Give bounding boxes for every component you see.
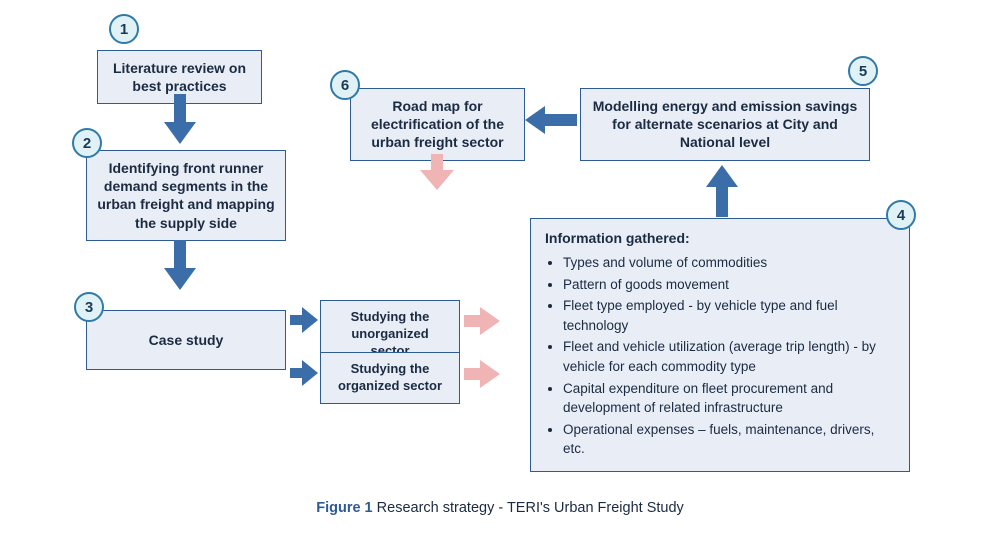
node-4: Information gathered: Types and volume o… (530, 218, 910, 472)
arrow-3-to-3a (290, 307, 318, 333)
node-2: Identifying front runner demand segments… (86, 150, 286, 241)
caption-text: Research strategy - TERI's Urban Freight… (377, 500, 684, 516)
arrow-3-to-3b (290, 360, 318, 386)
node-6-text: Road map for electrification of the urba… (371, 98, 504, 150)
node-4-bullet: Fleet and vehicle utilization (average t… (563, 337, 895, 376)
node-4-bullet: Operational expenses – fuels, maintenanc… (563, 420, 895, 459)
badge-6: 6 (330, 70, 360, 100)
badge-3: 3 (74, 292, 104, 322)
figure-caption: Figure 1 Research strategy - TERI's Urba… (0, 500, 1000, 516)
node-5-text: Modelling energy and emission savings fo… (593, 98, 858, 150)
badge-4: 4 (886, 200, 916, 230)
badge-2: 2 (72, 128, 102, 158)
node-4-bullet: Pattern of goods movement (563, 275, 895, 295)
node-3b: Studying the organized sector (320, 352, 460, 404)
node-3a-text: Studying the unorganized sector (351, 309, 430, 358)
caption-label: Figure 1 (316, 500, 372, 516)
arrow-2-to-3 (164, 240, 196, 290)
flowchart-canvas: 1 Literature review on best practices 2 … (0, 0, 1000, 550)
arrow-1-to-2 (164, 94, 196, 144)
node-1-text: Literature review on best practices (113, 60, 246, 94)
arrow-6-down (420, 154, 454, 190)
badge-1: 1 (109, 14, 139, 44)
node-3: Case study (86, 310, 286, 370)
node-6: Road map for electrification of the urba… (350, 88, 525, 161)
arrow-4-to-5 (706, 165, 738, 217)
node-2-text: Identifying front runner demand segments… (97, 160, 274, 231)
node-4-title: Information gathered: (545, 229, 895, 247)
node-3-text: Case study (149, 331, 224, 349)
node-4-bullet: Fleet type employed - by vehicle type an… (563, 296, 895, 335)
node-5: Modelling energy and emission savings fo… (580, 88, 870, 161)
arrow-5-to-6 (525, 106, 577, 134)
node-4-bullets: Types and volume of commoditiesPattern o… (545, 253, 895, 459)
badge-5: 5 (848, 56, 878, 86)
node-3b-text: Studying the organized sector (338, 361, 442, 393)
node-4-bullet: Types and volume of commodities (563, 253, 895, 273)
node-4-bullet: Capital expenditure on fleet procurement… (563, 379, 895, 418)
arrow-3b-to-4 (464, 360, 500, 388)
arrow-3a-to-4 (464, 307, 500, 335)
